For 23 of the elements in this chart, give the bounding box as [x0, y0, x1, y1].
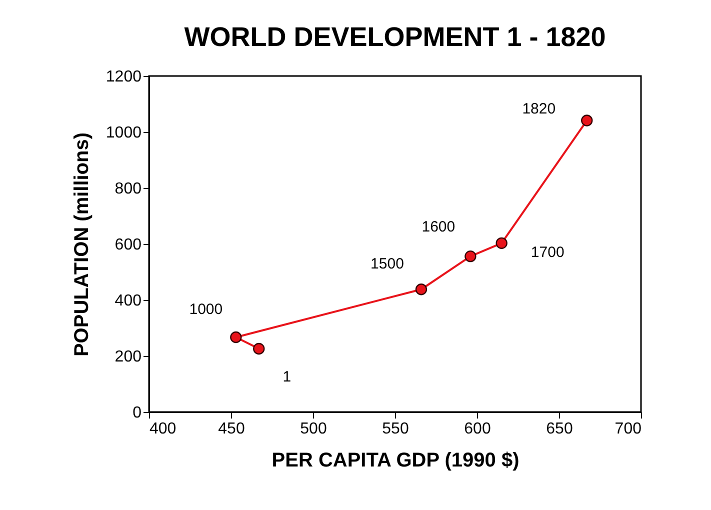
y-axis-title: POPULATION (millions): [70, 132, 93, 357]
annotation: 1000: [189, 301, 223, 318]
chart-title: WORLD DEVELOPMENT 1 - 1820: [184, 22, 606, 52]
annotation: 1600: [422, 218, 456, 236]
annotation: 1500: [370, 255, 404, 272]
annotation: 1820: [522, 100, 556, 118]
y-tick-label: 800: [114, 180, 142, 198]
x-tick-label: 650: [546, 420, 573, 438]
x-tick-label: 400: [150, 420, 176, 438]
x-tick-label: 600: [464, 420, 491, 438]
x-tick-label: 450: [218, 420, 245, 438]
y-tick-label: 600: [114, 236, 142, 254]
x-tick-label: 500: [300, 420, 327, 438]
y-tick-label: 1000: [106, 124, 142, 142]
annotation: 1700: [530, 244, 564, 262]
y-tick-label: 400: [114, 292, 142, 310]
y-tick-label: 200: [114, 348, 142, 366]
x-tick-label: 700: [614, 420, 642, 438]
y-tick-label: 1200: [106, 68, 142, 86]
x-axis-title: PER CAPITA GDP (1990 $): [272, 450, 520, 472]
annotation: 1: [282, 368, 292, 386]
y-tick-label: 0: [132, 404, 142, 422]
x-tick-label: 550: [382, 420, 409, 438]
